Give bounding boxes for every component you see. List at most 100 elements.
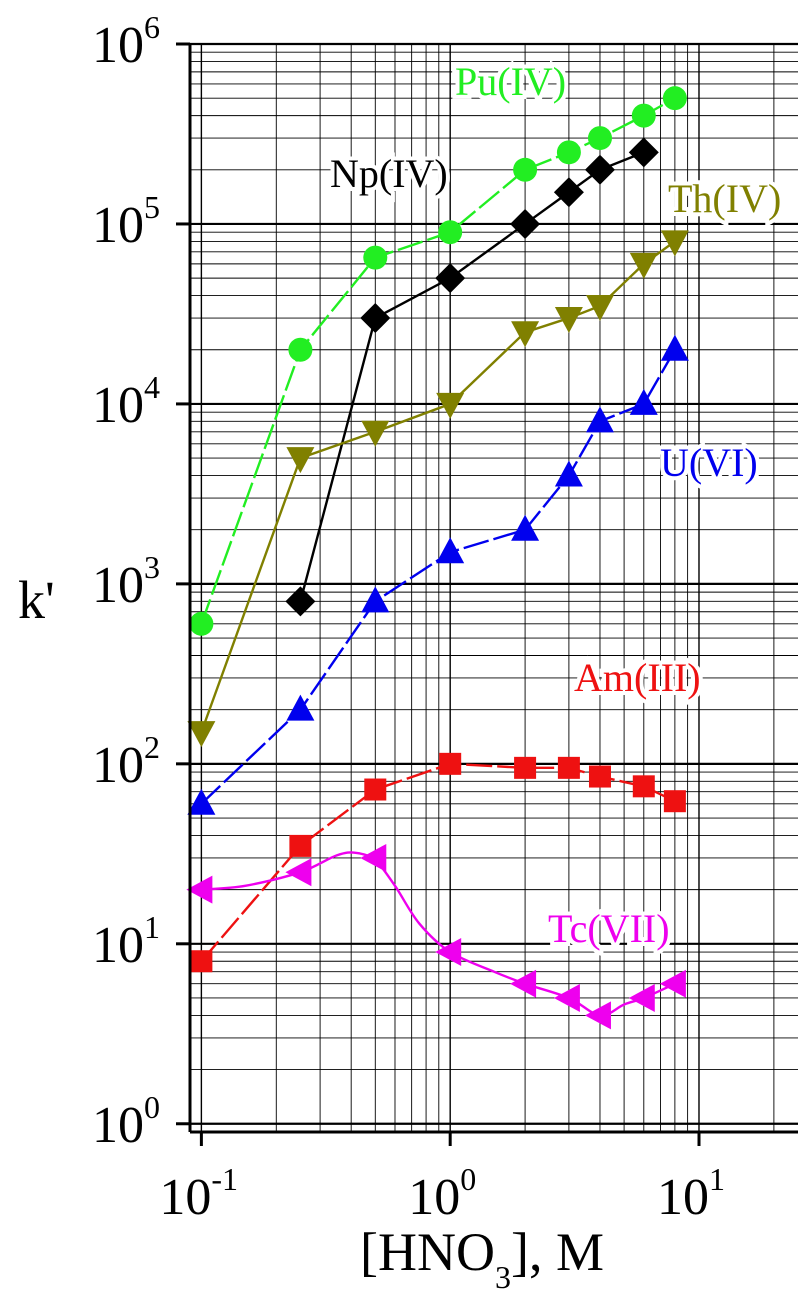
data-point-circle: [556, 140, 581, 165]
data-point-diamond: [628, 137, 659, 168]
data-point-triangle-left: [510, 969, 537, 998]
y-tick-base: 10: [92, 197, 144, 254]
y-tick-label: 100: [92, 1089, 160, 1154]
series-u-vi-: [187, 334, 689, 815]
data-point-triangle-left: [186, 875, 213, 904]
x-tick-exponent: -1: [211, 1161, 238, 1197]
series-line: [200, 97, 676, 625]
data-point-triangle-up: [286, 694, 315, 721]
data-point-diamond: [553, 177, 584, 208]
x-tick-exponent: 0: [460, 1161, 476, 1197]
y-tick-label: 105: [92, 189, 160, 254]
y-tick-exponent: 6: [144, 9, 160, 45]
x-tick-base: 10: [657, 1169, 709, 1226]
series-label-tc-vii-: Tc(VII): [548, 906, 670, 951]
data-point-diamond: [435, 263, 466, 294]
series-label-pu-iv-: Pu(IV): [455, 59, 566, 104]
x-axis-label-suffix: ], M: [511, 1222, 604, 1282]
data-point-square: [588, 765, 611, 788]
x-axis-label: [HNO3], M: [360, 1222, 604, 1295]
y-tick-label: 103: [92, 549, 160, 614]
data-point-triangle-up: [436, 537, 465, 564]
y-tick-exponent: 4: [144, 369, 160, 405]
data-point-triangle-down: [629, 252, 658, 279]
data-point-triangle-left: [628, 983, 655, 1012]
data-point-circle: [189, 611, 214, 636]
x-tick-base: 10: [159, 1169, 211, 1226]
data-point-triangle-up: [511, 514, 540, 541]
data-point-square: [514, 756, 537, 779]
y-axis-label: k': [18, 570, 55, 630]
series-tc-vii-: [186, 843, 686, 1030]
data-point-square: [663, 790, 686, 813]
data-point-triangle-left: [435, 938, 462, 967]
series-label-th-iv-: Th(IV): [668, 176, 781, 221]
series-line: [200, 762, 676, 963]
data-point-triangle-down: [286, 447, 315, 474]
data-point-triangle-down: [554, 307, 583, 334]
y-tick-base: 10: [92, 17, 144, 74]
data-point-triangle-down: [361, 420, 390, 447]
data-point-square: [289, 834, 312, 857]
data-point-triangle-down: [187, 721, 216, 748]
x-tick-label: 100: [408, 1161, 476, 1226]
series-line: [299, 151, 645, 602]
y-tick-base: 10: [92, 737, 144, 794]
data-point-triangle-down: [585, 295, 614, 322]
data-point-square: [364, 778, 387, 801]
x-tick-label: 10-1: [159, 1161, 238, 1226]
y-tick-base: 10: [92, 917, 144, 974]
y-tick-exponent: 0: [144, 1089, 160, 1125]
data-point-triangle-down: [511, 321, 540, 348]
data-point-diamond: [360, 303, 391, 334]
data-point-triangle-left: [584, 1001, 611, 1030]
series-labels: Pu(IV) Np(IV) Th(IV) U(VI) Am(III) Tc(VII): [326, 55, 785, 955]
data-point-square: [557, 756, 580, 779]
series-layer: [186, 86, 689, 1030]
series-np-iv-: [285, 137, 659, 617]
series-pu-iv-: [189, 86, 687, 636]
data-point-triangle-left: [659, 969, 686, 998]
data-point-diamond: [510, 208, 541, 239]
data-point-triangle-down: [436, 392, 465, 419]
y-tick-base: 10: [92, 557, 144, 614]
y-tick-label: 101: [92, 909, 160, 974]
data-point-triangle-up: [629, 388, 658, 415]
series-label-am-iii-: Am(III): [574, 655, 701, 700]
data-point-circle: [288, 337, 313, 362]
data-point-triangle-up: [554, 460, 583, 487]
data-point-diamond: [584, 154, 615, 185]
data-point-diamond: [285, 586, 316, 617]
data-point-circle: [631, 103, 656, 128]
data-point-circle: [587, 126, 612, 151]
series-label-u-vi-: U(VI): [660, 440, 758, 485]
series-line: [201, 851, 676, 1017]
data-point-circle: [438, 220, 463, 245]
series-am-iii-: [190, 752, 686, 973]
data-point-triangle-down: [660, 230, 689, 257]
data-point-square: [190, 950, 213, 973]
y-tick-label: 102: [92, 729, 160, 794]
series-label-np-iv-: Np(IV): [330, 151, 448, 196]
data-point-circle: [513, 157, 538, 182]
series-th-iv-: [187, 230, 689, 748]
y-tick-label: 104: [92, 369, 160, 434]
y-tick-exponent: 2: [144, 729, 160, 765]
x-axis-label-main: [HNO: [360, 1222, 495, 1282]
data-point-circle: [662, 86, 687, 111]
x-tick-base: 10: [408, 1169, 460, 1226]
data-point-triangle-up: [585, 406, 614, 433]
data-point-triangle-up: [361, 586, 390, 613]
y-tick-base: 10: [92, 1097, 144, 1154]
data-point-square: [632, 775, 655, 798]
data-point-circle: [363, 245, 388, 270]
x-tick-label: 101: [657, 1161, 725, 1226]
data-point-triangle-left: [553, 983, 580, 1012]
data-point-triangle-up: [660, 334, 689, 361]
y-tick-exponent: 5: [144, 189, 160, 225]
data-point-square: [439, 752, 462, 775]
y-tick-base: 10: [92, 377, 144, 434]
y-tick-exponent: 1: [144, 909, 160, 945]
